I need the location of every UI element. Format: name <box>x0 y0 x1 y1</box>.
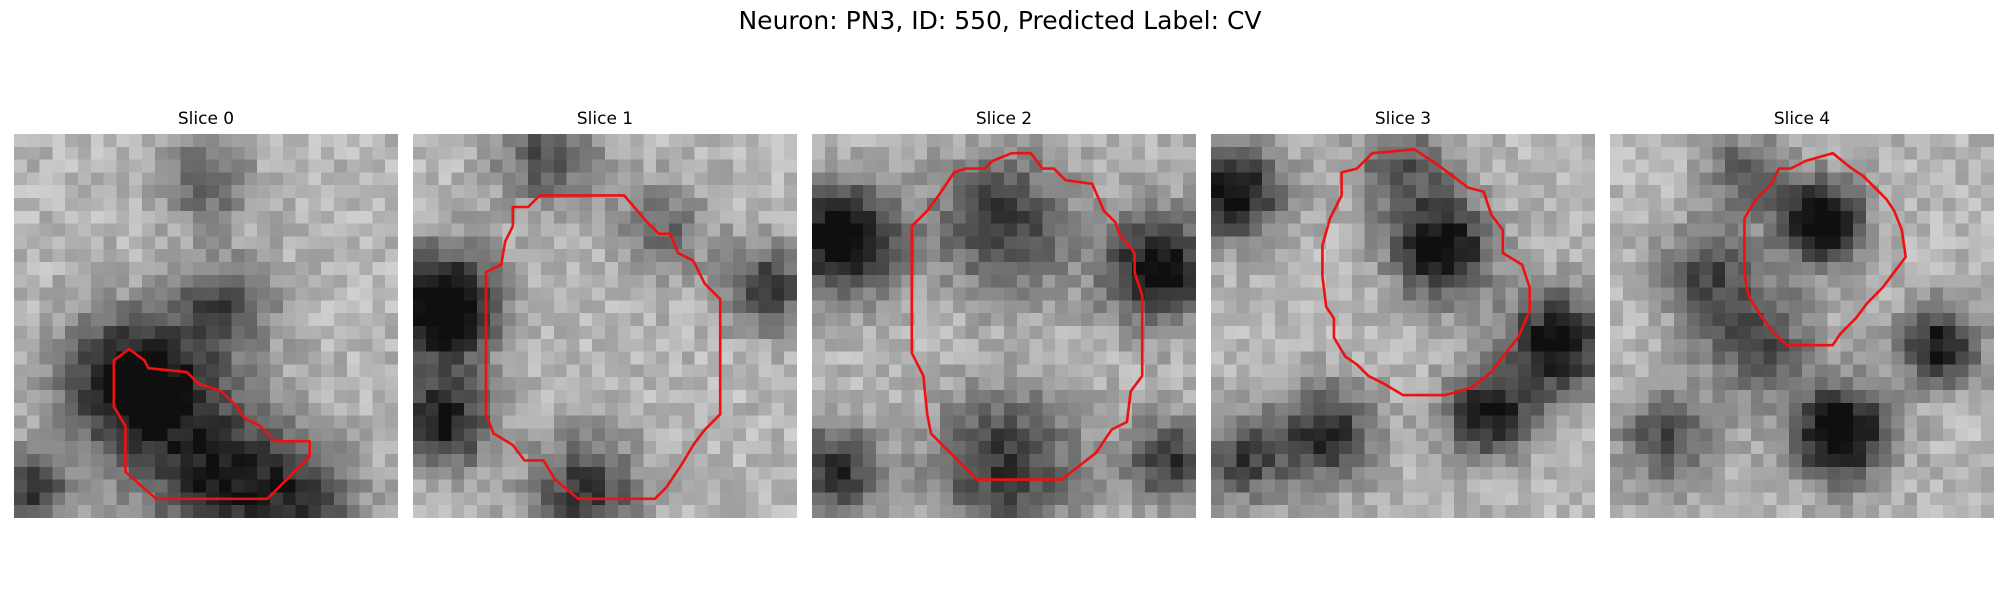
figure-title: Neuron: PN3, ID: 550, Predicted Label: C… <box>0 6 2000 35</box>
slice-title: Slice 4 <box>1610 108 1994 134</box>
slice-image <box>413 134 797 518</box>
slice-title: Slice 2 <box>812 108 1196 134</box>
slice-image <box>14 134 398 518</box>
slice-title: Slice 1 <box>413 108 797 134</box>
slice-title: Slice 0 <box>14 108 398 134</box>
slice-canvas <box>14 134 398 518</box>
slice-image <box>1610 134 1994 518</box>
slice-panel-4: Slice 4 <box>1610 108 1994 518</box>
slice-canvas <box>812 134 1196 518</box>
slice-title: Slice 3 <box>1211 108 1595 134</box>
slice-image <box>812 134 1196 518</box>
slice-panel-2: Slice 2 <box>812 108 1196 518</box>
slice-canvas <box>413 134 797 518</box>
slice-canvas <box>1610 134 1994 518</box>
slice-panel-1: Slice 1 <box>413 108 797 518</box>
slice-panel-3: Slice 3 <box>1211 108 1595 518</box>
slice-canvas <box>1211 134 1595 518</box>
slice-panel-0: Slice 0 <box>14 108 398 518</box>
slice-image <box>1211 134 1595 518</box>
